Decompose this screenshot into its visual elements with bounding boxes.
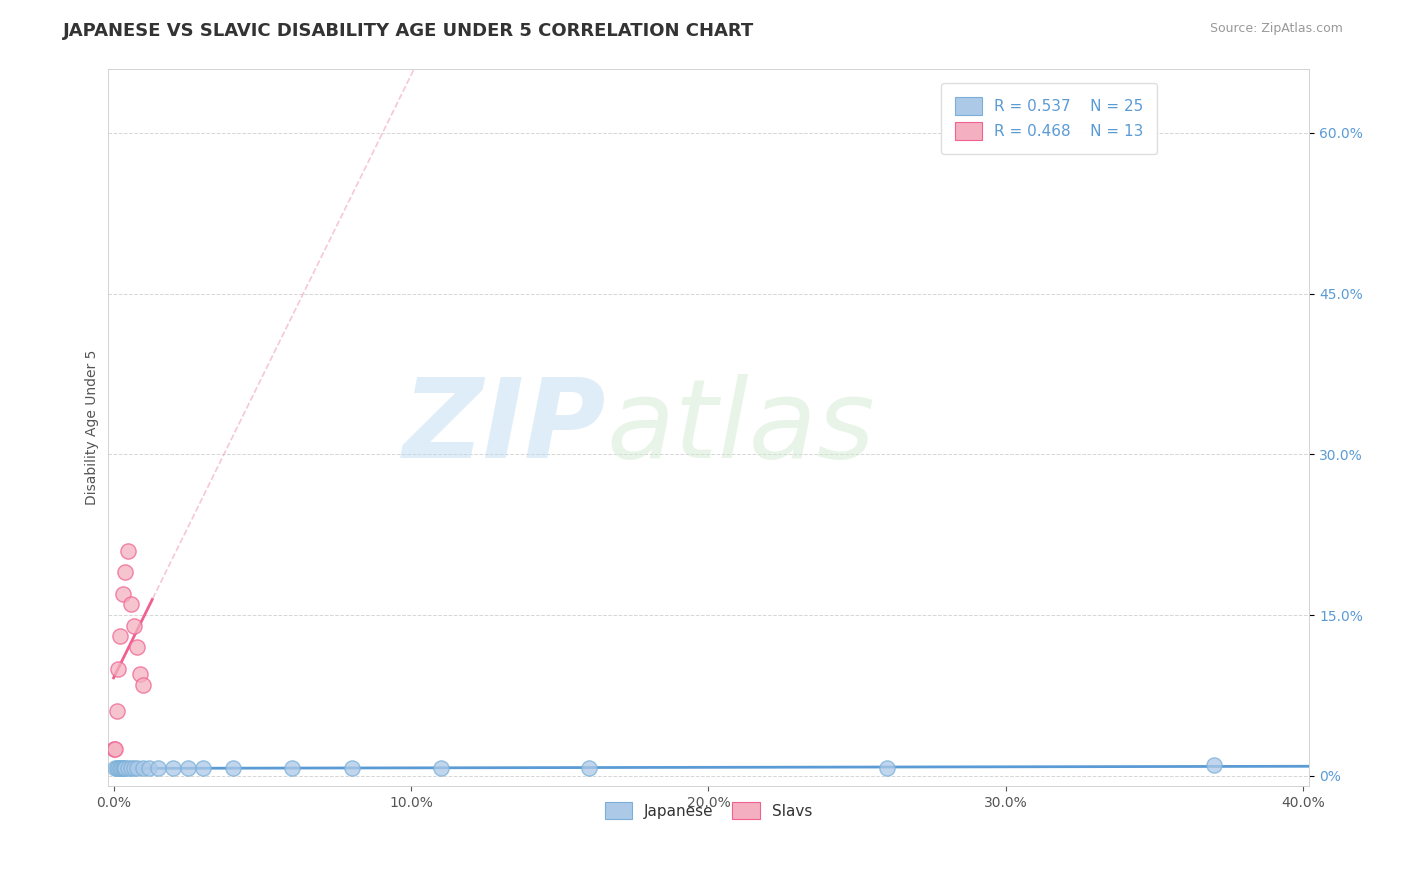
Point xyxy=(138,761,160,775)
Point xyxy=(117,543,139,558)
Y-axis label: Disability Age Under 5: Disability Age Under 5 xyxy=(86,350,100,505)
Text: atlas: atlas xyxy=(606,374,875,481)
Point xyxy=(105,705,128,719)
Point xyxy=(107,761,129,775)
Point xyxy=(876,761,898,775)
Point xyxy=(127,640,149,655)
Point xyxy=(124,761,146,775)
Point xyxy=(340,761,363,775)
Point xyxy=(124,619,146,633)
Point xyxy=(429,761,451,775)
Point xyxy=(132,761,155,775)
Point xyxy=(108,630,131,644)
Point xyxy=(120,761,142,775)
Point xyxy=(120,597,142,611)
Point xyxy=(1204,758,1226,772)
Text: ZIP: ZIP xyxy=(402,374,606,481)
Point xyxy=(281,761,304,775)
Point xyxy=(114,565,136,579)
Point xyxy=(103,742,125,756)
Point xyxy=(112,761,135,775)
Point xyxy=(108,761,131,775)
Point xyxy=(110,761,132,775)
Point xyxy=(104,761,127,775)
Point xyxy=(191,761,214,775)
Point xyxy=(114,761,136,775)
Point xyxy=(104,742,127,756)
Point xyxy=(111,586,134,600)
Point xyxy=(105,761,128,775)
Text: JAPANESE VS SLAVIC DISABILITY AGE UNDER 5 CORRELATION CHART: JAPANESE VS SLAVIC DISABILITY AGE UNDER … xyxy=(63,22,755,40)
Point xyxy=(129,667,152,681)
Point xyxy=(117,761,139,775)
Point xyxy=(111,761,134,775)
Point xyxy=(148,761,170,775)
Point xyxy=(221,761,243,775)
Text: Source: ZipAtlas.com: Source: ZipAtlas.com xyxy=(1209,22,1343,36)
Point xyxy=(177,761,200,775)
Point xyxy=(107,662,129,676)
Point xyxy=(578,761,600,775)
Point xyxy=(162,761,184,775)
Point xyxy=(127,761,149,775)
Legend: Japanese, Slavs: Japanese, Slavs xyxy=(599,796,818,825)
Point xyxy=(132,678,155,692)
